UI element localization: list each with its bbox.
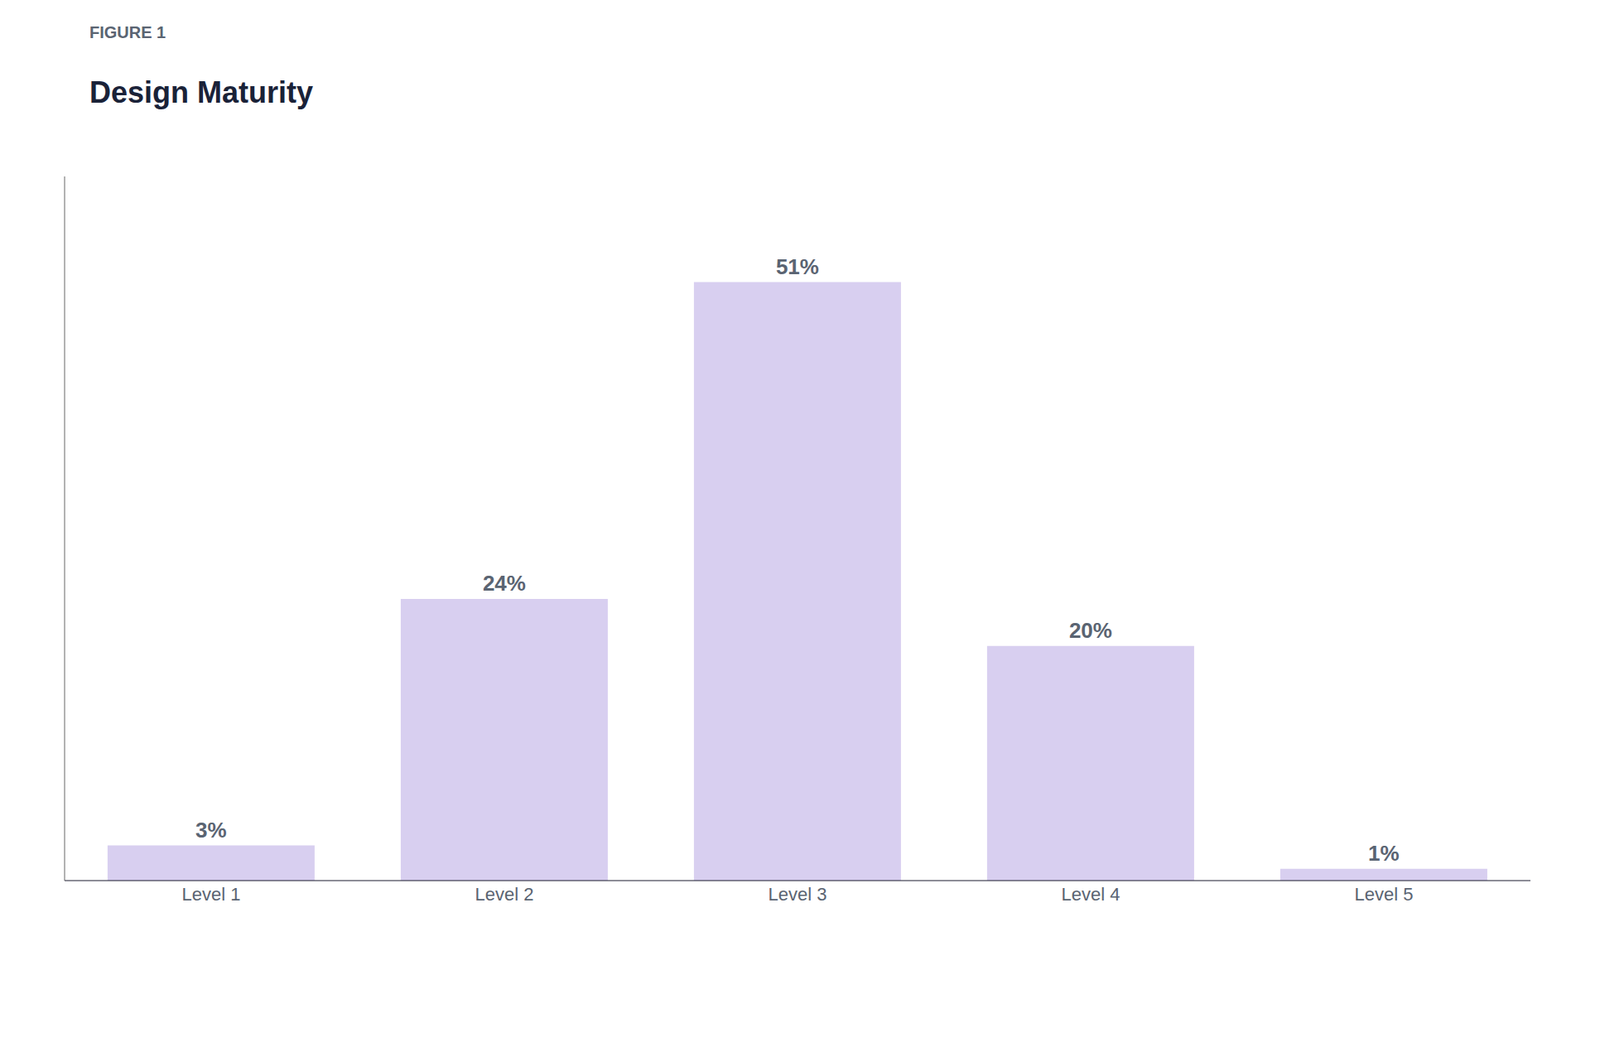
svg-text:20%: 20% bbox=[1069, 617, 1113, 643]
svg-text:51%: 51% bbox=[775, 254, 820, 280]
svg-text:Level 1: Level 1 bbox=[182, 883, 241, 905]
html-text:FIGURE 1: FIGURE 1 bbox=[89, 23, 166, 42]
html-text:Design Maturity: Design Maturity bbox=[89, 75, 314, 110]
svg-text:3%: 3% bbox=[195, 817, 227, 843]
svg-text:Level 5: Level 5 bbox=[1354, 883, 1414, 905]
svg-text:Level 4: Level 4 bbox=[1061, 883, 1121, 905]
svg-text:Level 3: Level 3 bbox=[768, 883, 828, 905]
svg-text:Level 2: Level 2 bbox=[475, 883, 535, 905]
svg-text:1%: 1% bbox=[1368, 840, 1400, 866]
svg-text:24%: 24% bbox=[482, 570, 526, 596]
